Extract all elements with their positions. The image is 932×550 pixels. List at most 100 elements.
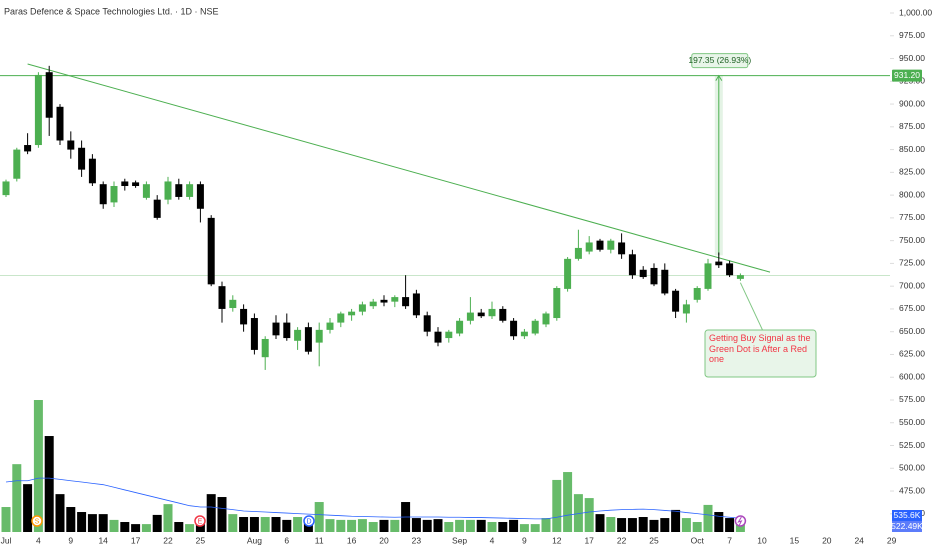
volume-bar — [77, 512, 87, 532]
volume-bar — [239, 517, 249, 532]
candle-body — [186, 184, 194, 197]
y-tick-label: 700.00 — [899, 280, 925, 290]
candle-body — [2, 181, 10, 196]
y-tick-label: 475.00 — [899, 485, 925, 495]
candle-body — [369, 301, 377, 307]
x-tick-label: 24 — [854, 535, 864, 545]
measure-label-box — [691, 53, 749, 69]
candle-body — [531, 320, 539, 334]
event-bolt — [737, 516, 743, 526]
candle-body — [99, 184, 107, 205]
candle-body — [142, 184, 150, 198]
candle-body — [693, 287, 701, 300]
candle-body — [326, 322, 334, 330]
volume-bar — [444, 522, 454, 532]
volume-bar — [606, 517, 616, 532]
candle-body — [175, 184, 183, 197]
candle-body — [596, 240, 604, 250]
volume-bar — [87, 514, 97, 532]
candle-body — [121, 181, 129, 187]
y-tick-label: 525.00 — [899, 440, 925, 450]
volume-bar — [109, 519, 119, 532]
candle-body — [218, 286, 226, 309]
y-tick-label: 575.00 — [899, 394, 925, 404]
volume-bar — [541, 518, 551, 532]
candle-body — [564, 258, 572, 289]
candle-body — [294, 329, 302, 341]
y-tick-label: 650.00 — [899, 326, 925, 336]
y-tick-label: 675.00 — [899, 303, 925, 313]
volume-bar — [509, 519, 519, 532]
x-tick-label: 22 — [617, 535, 627, 545]
x-tick-label: 22 — [163, 535, 173, 545]
volume-ma-line — [5, 477, 741, 520]
x-tick-label: 29 — [887, 535, 897, 545]
volume-bar — [1, 507, 11, 532]
y-tick-label: 825.00 — [899, 167, 925, 177]
volume-bar — [271, 517, 281, 532]
x-tick-label: 4 — [490, 535, 495, 545]
candle-body — [682, 304, 690, 314]
candle-body — [704, 263, 712, 289]
volume-bar — [336, 519, 346, 532]
candle-body — [88, 158, 96, 184]
volume-bar — [131, 524, 141, 532]
x-tick-label: 23 — [412, 535, 422, 545]
volume-bar — [692, 522, 702, 532]
candle-body — [628, 254, 636, 276]
x-tick-label: 15 — [790, 535, 800, 545]
y-tick-label: 750.00 — [899, 235, 925, 245]
x-tick-label: 20 — [379, 535, 389, 545]
volume-bar — [725, 518, 735, 532]
event-icon — [31, 515, 43, 527]
volume-bar — [206, 494, 216, 532]
candle-body — [574, 247, 582, 259]
x-tick-label: 17 — [584, 535, 594, 545]
y-tick-label: 850.00 — [899, 144, 925, 154]
callout-container: Getting Buy Signal as the Green Dot is A… — [709, 333, 811, 364]
candle-body — [283, 322, 291, 339]
volume-bar — [66, 507, 76, 532]
volume-bar — [152, 514, 162, 532]
candle-body — [736, 275, 744, 279]
callout-text: Getting Buy Signal as the Green Dot is A… — [709, 333, 811, 364]
volume-bar — [411, 518, 421, 532]
x-tick-label: 25 — [196, 535, 206, 545]
x-tick-label: Sep — [452, 535, 467, 545]
event-label: E — [198, 518, 203, 525]
candle-body — [661, 269, 669, 294]
x-tick-label: 10 — [757, 535, 767, 545]
volume-ma-label-box — [892, 521, 922, 532]
volume-bar — [174, 522, 184, 532]
candle-body — [542, 313, 550, 325]
volume-bar — [617, 518, 627, 532]
candle-body — [132, 182, 140, 187]
volume-bar — [314, 502, 324, 532]
chart-title: Paras Defence & Space Technologies Ltd. … — [4, 6, 218, 16]
candle-body — [196, 184, 204, 209]
candle-body — [402, 297, 410, 307]
volume-bar — [422, 519, 432, 532]
measure-label: 197.35 (26.93%) — [688, 55, 751, 65]
volume-bar — [563, 472, 573, 532]
y-tick-label: 500.00 — [899, 463, 925, 473]
x-tick-label: 4 — [36, 535, 41, 545]
y-tick-label: 950.00 — [899, 53, 925, 63]
volume-bar — [519, 524, 529, 532]
volume-bar — [185, 524, 195, 532]
x-tick-label: Oct — [691, 535, 705, 545]
measure-arrowhead — [715, 74, 723, 81]
candle-body — [585, 242, 593, 252]
price-label: 931.20 — [894, 70, 920, 80]
volume-bar — [357, 519, 367, 532]
event-icon — [194, 515, 206, 527]
callout-box — [704, 329, 817, 378]
candle-body — [510, 320, 518, 337]
volume-bar — [23, 484, 33, 532]
volume-bar — [347, 519, 357, 532]
candle-body — [67, 140, 75, 150]
volume-bar — [595, 514, 605, 532]
candle-body — [358, 304, 366, 312]
x-tick-label: 11 — [315, 535, 324, 545]
